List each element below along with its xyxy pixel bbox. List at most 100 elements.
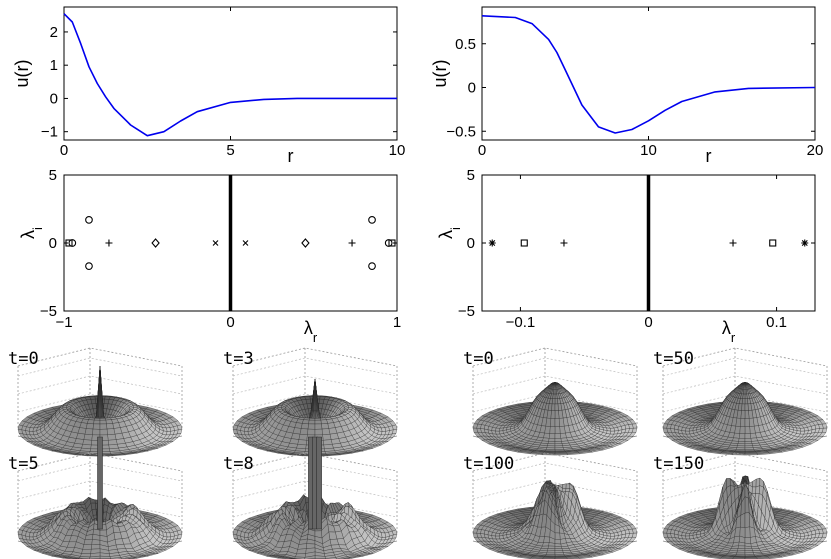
eigenvalue-plus-marker (560, 239, 568, 247)
eigenvalue-star-marker (801, 239, 809, 247)
x-tick-label: 5 (226, 142, 234, 159)
x-tick-label: 0 (644, 314, 652, 331)
surface-facet (560, 432, 567, 439)
surface-facet (323, 439, 333, 446)
surface-facet (297, 439, 307, 446)
surface-facet (551, 403, 556, 411)
surface-facet (554, 426, 561, 434)
surface-facet (307, 423, 316, 430)
y-tick-label: 0 (49, 235, 57, 252)
surface-facet (320, 419, 328, 425)
surface-facet (547, 443, 556, 447)
eigenvalue-circle-marker (368, 262, 376, 270)
surface-facet (322, 434, 332, 441)
surface-facet (107, 434, 117, 441)
grid-line (472, 357, 638, 377)
eigenvalue-circle-marker (384, 239, 393, 247)
eigenvalue-cross-marker (212, 240, 219, 246)
surface-spike (316, 436, 322, 530)
surface-spike (97, 436, 103, 530)
surface-facet (83, 434, 93, 441)
surface-facet (547, 441, 556, 444)
y-axis-label: u(r) (430, 60, 450, 88)
surface-snapshot: t=50 (653, 347, 828, 456)
snapshot-time-label: t=0 (463, 349, 494, 369)
surface-facet (93, 418, 101, 421)
eigenvalue-diamond-marker (301, 238, 310, 248)
surface-facet (548, 438, 556, 442)
surface-facet (321, 423, 329, 430)
surface-facet (91, 539, 101, 545)
surface-facet (296, 548, 307, 555)
eigenvalue-circle-marker (85, 216, 93, 224)
y-tick-label: 1 (50, 57, 58, 74)
surface-facet (295, 553, 306, 558)
x-axis-label: r (288, 146, 294, 166)
surface-facet (99, 428, 108, 436)
surface-facet (554, 398, 559, 405)
snapshot-time-label: t=0 (8, 349, 39, 369)
grid-line (17, 375, 183, 395)
x-tick-label: 0 (478, 142, 486, 159)
snapshot-time-label: t=5 (8, 454, 39, 474)
surface-facet (99, 419, 107, 425)
surface-facet (86, 423, 94, 430)
y-tick-label: 0 (467, 235, 475, 252)
x-tick-label: 1 (393, 314, 401, 331)
surface-snapshot: t=0 (463, 347, 638, 456)
axes-frame (63, 6, 398, 141)
x-axis-label: r (706, 146, 712, 166)
surface-facet (82, 439, 92, 446)
eigenvalue-circle-marker (68, 239, 77, 247)
surface-facet (550, 418, 556, 427)
eigenvalue-circle-marker (368, 216, 376, 224)
surface-facet (92, 428, 101, 436)
surface-snapshot: t=0 (8, 347, 183, 457)
surface-facet (298, 434, 308, 441)
x-tick-label: 0 (60, 142, 68, 159)
surface-facet (554, 410, 560, 419)
surface-facet (554, 433, 561, 439)
x-tick-label: 10 (640, 142, 657, 159)
eigenvalue-star-marker (488, 239, 496, 247)
surface-facet (99, 555, 111, 559)
surface-facet (554, 445, 564, 449)
surface-facet (99, 418, 107, 421)
surface-facet (308, 419, 316, 425)
surface-facet (92, 423, 101, 430)
surface-snapshots-right: t=0 t=50t=100 t=150 (463, 347, 828, 559)
surface-facet (308, 418, 316, 421)
surface-facet (84, 428, 94, 435)
x-tick-label: 0.1 (766, 314, 787, 331)
x-axis-label: λr (722, 318, 736, 345)
eigenvalue-square-marker (520, 239, 528, 247)
snapshot-time-label: t=3 (223, 349, 254, 369)
eigenvalue-circle-marker (85, 262, 93, 270)
surface-snapshot: t=3 (223, 347, 398, 457)
surface-facet (93, 419, 101, 425)
eigenvalue-square-marker (388, 239, 396, 247)
eigenvalue-plus-marker (105, 239, 113, 247)
surface-facet (301, 423, 309, 430)
surface-snapshot: t=8 (223, 436, 398, 559)
eigenvalue-plus-marker (348, 239, 356, 247)
surface-facet (554, 443, 563, 447)
grid-line (17, 393, 183, 413)
x-tick-label: −1 (55, 314, 72, 331)
eigenvalue-square-marker (65, 239, 73, 247)
surface-facet (554, 403, 559, 411)
x-tick-label: −0.1 (506, 314, 536, 331)
surface-facet (554, 438, 562, 442)
y-tick-label: 2 (50, 24, 58, 41)
y-tick-label: −1 (41, 124, 58, 141)
surface-facet (91, 544, 101, 550)
surface-facet (302, 419, 310, 425)
surface-facet (108, 439, 118, 446)
surface-facet (554, 418, 560, 427)
surface-snapshots-left: t=0 t=3 t=5 t=8 (8, 347, 398, 559)
surface-facet (551, 398, 556, 405)
surface-facet (87, 419, 95, 425)
x-tick-label: 10 (389, 142, 406, 159)
